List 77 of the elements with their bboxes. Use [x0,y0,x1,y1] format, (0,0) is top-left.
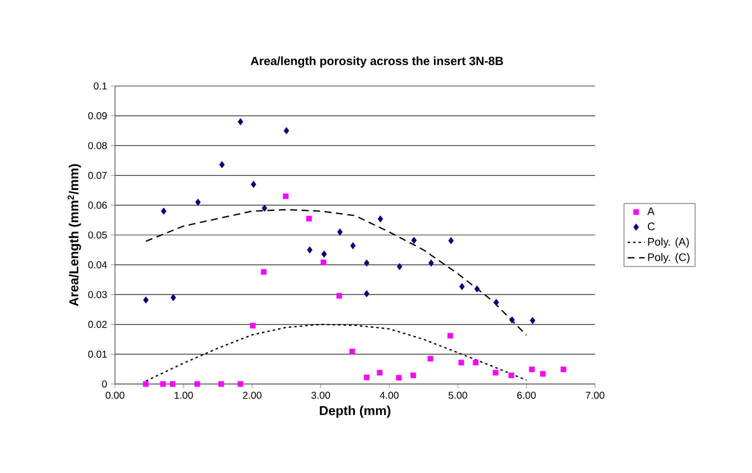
y-tick-label: 0 [102,380,107,388]
point [250,322,256,328]
y-tick-label: 0.02 [88,320,107,328]
point [218,381,224,387]
point [448,332,454,339]
point [396,374,402,381]
x-tick-label: 3.00 [311,392,330,399]
y-axis-title: Area/Length (mm$^{2}$/mm) [68,164,82,306]
point [364,259,370,267]
chart-title: Area/length porosity across the insert 3N-8B [250,56,504,68]
x-tick-label: 0.00 [106,392,124,399]
point [349,348,356,354]
point [170,381,176,387]
point [530,316,536,324]
point [428,356,434,362]
point [160,208,166,215]
y-tick-label: 0.03 [88,291,107,298]
point [160,381,166,387]
point [474,285,480,293]
point [459,282,465,290]
legend-label: A [647,208,655,216]
point [560,366,566,372]
point [540,371,546,377]
point [376,370,382,376]
point [306,216,312,222]
point [336,293,342,299]
point [143,381,149,387]
point [307,246,312,254]
point [364,374,370,380]
point [509,316,515,324]
point [195,198,201,206]
point [262,204,268,212]
x-tick-label: 1.00 [174,392,193,399]
y-tick-label: 0.04 [88,261,107,268]
point [250,180,256,188]
point [364,290,370,298]
point [238,118,244,126]
point [337,228,343,236]
point [143,296,149,304]
x-tick-label: 5.00 [448,392,468,399]
y-tick-label: 0.07 [88,172,107,179]
point [282,193,289,200]
point [508,372,514,378]
x-tick-label: 4.00 [380,392,399,399]
point [238,381,244,387]
point [428,259,434,267]
y-tick-label: 0.09 [88,112,107,120]
y-tick-label: 0.1 [94,82,107,90]
y-tick-label: 0.05 [88,231,107,239]
legend-label: Poly. (A) [648,238,689,248]
x-axis-title: Depth (mm) [320,406,390,418]
y-tick-label: 0.08 [88,142,107,150]
point [284,127,290,134]
x-tick-label: 7.00 [586,392,604,399]
legend-label: C [648,222,655,230]
point [170,294,176,302]
point [448,237,454,244]
point [410,372,416,378]
x-tick-label: 6.00 [517,392,536,399]
y-tick-label: 0.01 [88,350,107,358]
x-tick-label: 2.00 [242,392,262,399]
point [472,360,478,366]
point [321,250,327,258]
point [378,215,384,222]
point [194,381,200,387]
point [350,242,356,250]
y-tick-label: 0.06 [88,202,107,209]
point [494,298,499,306]
point [411,236,417,244]
point [320,260,326,266]
point [458,360,464,366]
point [396,263,402,270]
point [219,161,225,168]
legend-label: Poly. (C) [648,253,690,264]
point [261,269,267,275]
point [492,370,498,376]
point [529,366,535,372]
